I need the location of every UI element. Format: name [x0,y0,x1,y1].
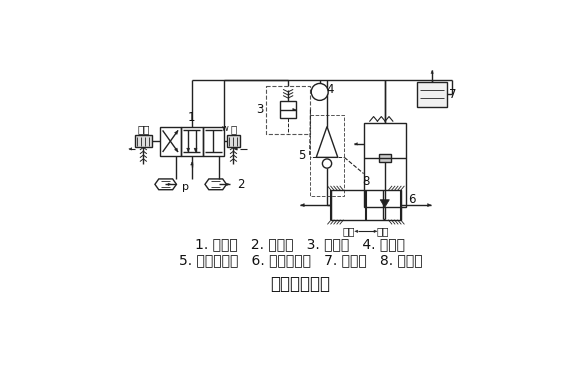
Circle shape [311,83,328,100]
Polygon shape [191,162,193,165]
Polygon shape [234,148,237,150]
Text: 松开: 松开 [137,124,150,134]
Polygon shape [174,148,178,152]
Bar [227,135,241,147]
Polygon shape [293,109,296,111]
Polygon shape [187,148,190,152]
Polygon shape [380,200,389,207]
Bar [181,126,203,156]
Bar [379,154,391,162]
Polygon shape [168,183,171,186]
Bar [331,190,400,220]
Bar [135,135,152,147]
Text: 夹具系统回路: 夹具系统回路 [271,275,330,293]
Polygon shape [227,183,230,186]
Polygon shape [129,148,132,150]
Text: 卡紧: 卡紧 [342,226,355,236]
Text: p: p [182,182,189,192]
Text: 4: 4 [327,83,334,96]
Bar [160,126,181,156]
Polygon shape [355,230,358,232]
Polygon shape [427,203,431,207]
Text: 1: 1 [188,111,195,124]
Text: 8: 8 [362,175,370,188]
Text: 5. 快速放气阀   6. 气液增压器   7. 储油器   8. 液压缸: 5. 快速放气阀 6. 气液增压器 7. 储油器 8. 液压缸 [178,253,422,267]
Text: 5: 5 [298,149,306,162]
Text: 2: 2 [237,178,244,191]
Polygon shape [355,142,357,145]
Text: 7: 7 [449,88,457,101]
Text: 松开: 松开 [377,226,390,236]
Bar [417,82,447,107]
Text: 3: 3 [256,103,264,116]
Bar [363,123,406,207]
Bar [266,86,311,133]
Polygon shape [194,148,197,152]
Bar [203,126,224,156]
Bar [281,101,296,118]
Text: 6: 6 [409,193,416,206]
Polygon shape [174,130,178,134]
Polygon shape [301,203,304,207]
Polygon shape [431,70,433,74]
Text: w: w [221,124,228,133]
Circle shape [322,159,332,168]
Text: 1. 换向阀   2. 消声器   3. 减压阀   4. 压力表: 1. 换向阀 2. 消声器 3. 减压阀 4. 压力表 [195,237,406,251]
Bar [310,115,345,196]
Text: 紧: 紧 [230,124,237,134]
Polygon shape [374,230,377,232]
